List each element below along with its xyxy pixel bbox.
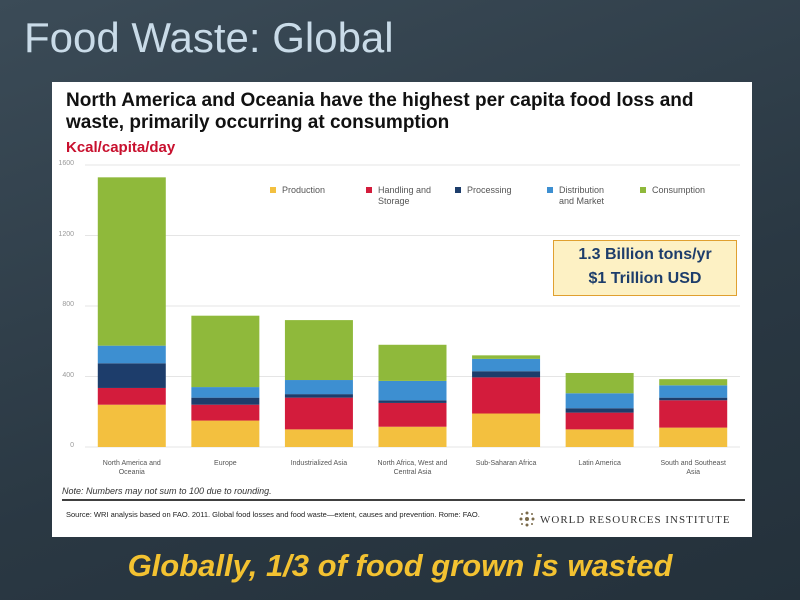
- y-tick-label: 0: [70, 442, 74, 449]
- bar-segment: [97, 345, 166, 364]
- bar-segment: [565, 408, 634, 413]
- bar-segment: [565, 412, 634, 430]
- annotation-box: [553, 240, 737, 296]
- bar-segment: [565, 372, 634, 394]
- bar-segment: [97, 404, 166, 447]
- bar-segment: [97, 177, 166, 346]
- chart-title: North America and Oceania have the highe…: [66, 90, 694, 133]
- x-tick-label: North Africa, West and Central Asia: [377, 460, 448, 476]
- bar-segment: [378, 400, 447, 403]
- bar-segment: [378, 380, 447, 401]
- bar-segment: [191, 397, 260, 405]
- bar-segment: [191, 404, 260, 421]
- bar-segment: [284, 394, 353, 398]
- bar-segment: [378, 344, 447, 381]
- y-tick-label: 1600: [58, 160, 74, 167]
- bar-segment: [472, 413, 541, 447]
- annotation: 1.3 Billion tons/yr: [578, 246, 712, 263]
- bar-segment: [284, 380, 353, 395]
- bar-segment: [659, 427, 728, 447]
- legend-swatch: [270, 187, 276, 193]
- bar-segment: [191, 315, 260, 388]
- slide-title: Food Waste: Global: [24, 14, 394, 61]
- chart-panel: [52, 82, 752, 537]
- y-tick-label: 800: [62, 301, 74, 308]
- bar-segment: [284, 429, 353, 447]
- logo-icon: [519, 511, 535, 527]
- bar-segment: [97, 387, 166, 405]
- bar-segment: [284, 320, 353, 381]
- bar-segment: [191, 420, 260, 447]
- x-tick-label: Europe: [214, 460, 237, 467]
- bar-segment: [659, 385, 728, 398]
- y-tick-label: 1200: [58, 230, 74, 238]
- bar-segment: [284, 397, 353, 430]
- bar-segment: [97, 363, 166, 388]
- legend-label: Handling and Storage: [378, 185, 432, 206]
- x-tick-label: Latin America: [578, 460, 621, 467]
- bar-segment: [191, 387, 260, 398]
- bar-segment: [472, 355, 541, 359]
- bar-segment: [659, 397, 728, 401]
- bar-segment: [565, 429, 634, 447]
- bar-segment: [565, 393, 634, 409]
- legend-swatch: [455, 187, 461, 193]
- bar-segment: [659, 379, 728, 386]
- x-tick-label: Industrialized Asia: [290, 460, 348, 467]
- source: Source: WRI analysis based on FAO. 2011.…: [66, 510, 480, 519]
- legend-swatch: [547, 187, 553, 193]
- bar-segment: [378, 402, 447, 427]
- note: Note: Numbers may not sum to 100 due to …: [62, 486, 272, 496]
- legend-label: Production: [282, 185, 326, 195]
- y-label: Kcal/capita/day: [66, 139, 176, 156]
- legend-label: Distribution and Market: [559, 185, 605, 206]
- x-tick-label: South and Southeast Asia: [660, 460, 726, 476]
- bar-segment: [472, 358, 541, 372]
- x-tick-label: North America and Oceania: [102, 460, 161, 476]
- tagline: Globally, 1/3 of food grown is wasted: [127, 548, 673, 583]
- legend-label: Consumption: [652, 185, 706, 195]
- bar-segment: [472, 371, 541, 378]
- legend-swatch: [366, 187, 372, 193]
- legend-swatch: [640, 187, 646, 193]
- bar-segment: [659, 400, 728, 428]
- logo-text: WORLD RESOURCES INSTITUTE: [540, 514, 731, 526]
- bar-segment: [378, 426, 447, 447]
- bar-segment: [472, 377, 541, 414]
- legend-label: Processing: [467, 185, 512, 195]
- y-tick-label: 400: [62, 371, 74, 379]
- annotation: $1 Trillion USD: [588, 270, 702, 287]
- x-tick-label: Sub-Saharan Africa: [475, 460, 537, 467]
